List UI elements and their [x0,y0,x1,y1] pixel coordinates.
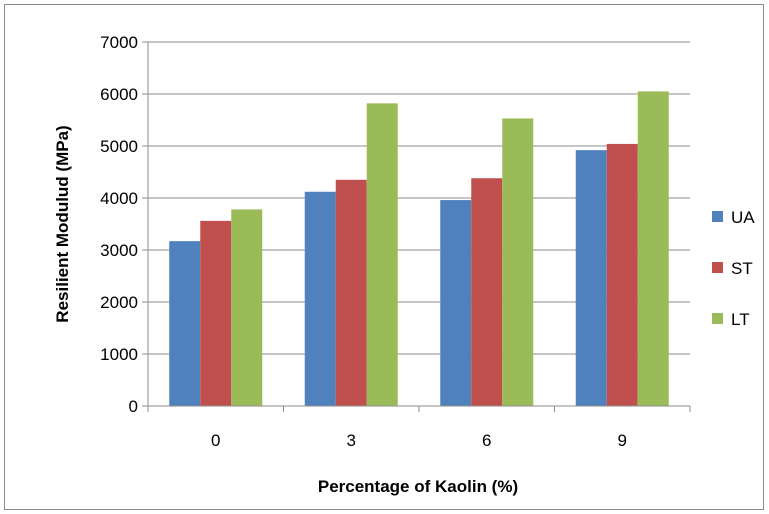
bar-lt-3 [366,103,398,407]
x-tick-label: 3 [347,431,356,450]
y-axis-title: Resilient Modulud (MPa) [53,125,72,322]
legend: UA ST LT [712,208,755,329]
bar-lt-9 [637,91,669,407]
bar-ua-9 [575,150,607,406]
bar-st-0 [200,220,232,406]
x-tick-label: 0 [211,431,220,450]
x-tick-labels: 0 3 6 9 [211,431,627,450]
y-tick-label: 6000 [100,85,138,104]
y-tick-label: 2000 [100,293,138,312]
y-tick-label: 7000 [100,33,138,52]
legend-label-ua: UA [731,208,755,227]
y-tick-label: 1000 [100,345,138,364]
bar-st-6 [471,178,503,406]
x-tick-label: 9 [618,431,627,450]
bar-st-9 [606,143,638,407]
y-tick-label: 4000 [100,189,138,208]
legend-swatch-st [712,262,723,273]
x-axis-title: Percentage of Kaolin (%) [318,477,518,496]
axes [147,42,691,412]
bars [169,91,669,407]
bar-ua-0 [169,241,201,406]
x-tick-label: 6 [482,431,491,450]
bar-st-3 [335,179,367,406]
legend-label-st: ST [731,259,753,278]
legend-label-lt: LT [731,310,750,329]
bar-ua-6 [440,200,472,406]
y-tick-labels: 0 1000 2000 3000 4000 5000 6000 7000 [100,33,138,416]
y-tick-label: 0 [129,397,138,416]
bar-ua-3 [304,191,336,406]
bar-lt-0 [231,209,263,406]
legend-swatch-lt [712,313,723,324]
legend-swatch-ua [712,211,723,222]
y-tick-label: 3000 [100,241,138,260]
y-tick-label: 5000 [100,137,138,156]
bar-lt-6 [502,118,534,406]
